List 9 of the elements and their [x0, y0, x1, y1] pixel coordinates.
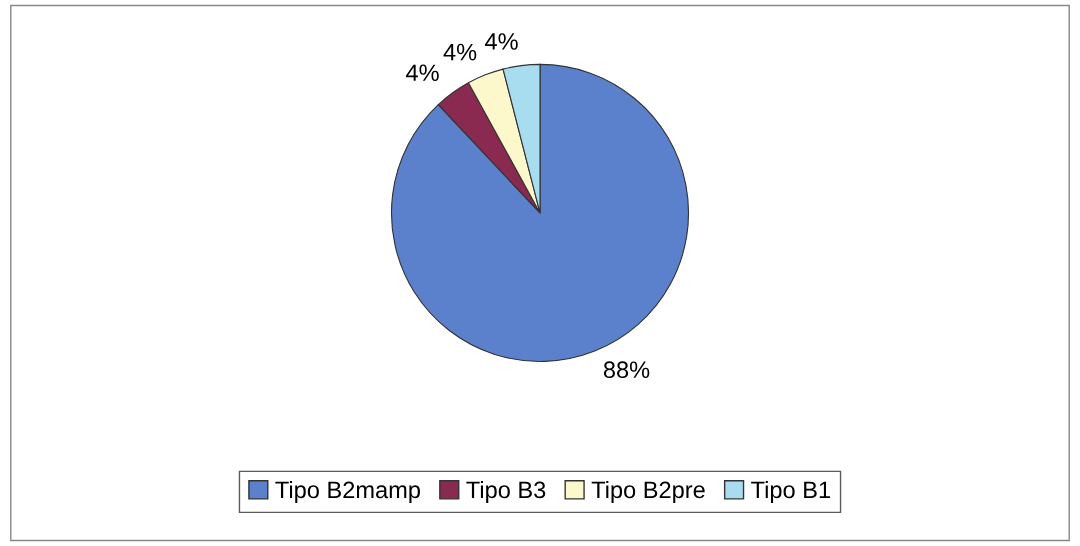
legend-label: Tipo B3	[466, 480, 546, 503]
data-label: 4%	[443, 43, 477, 61]
data-label: 88%	[603, 361, 650, 379]
legend-label: Tipo B2pre	[591, 480, 705, 503]
pie-slice	[390, 63, 690, 363]
legend-label: Tipo B1	[751, 480, 830, 503]
legend-label: Tipo B2mamp	[275, 480, 420, 503]
data-label: 4%	[406, 64, 439, 82]
data-label: 4%	[485, 33, 518, 50]
